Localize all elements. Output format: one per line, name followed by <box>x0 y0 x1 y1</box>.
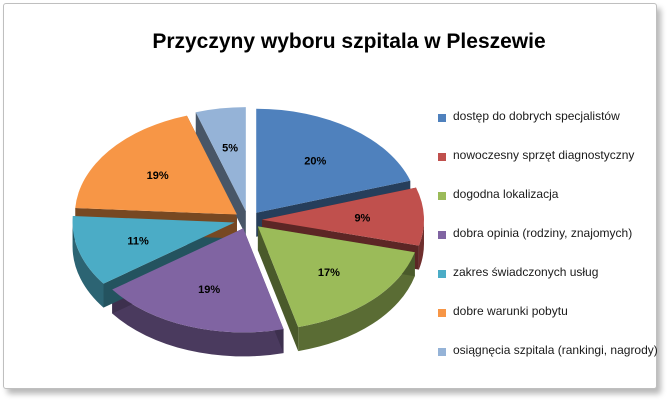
pie-slice <box>257 226 415 328</box>
pie-slice-side <box>418 219 424 270</box>
chart-frame: Przyczyny wyboru szpitala w Pleszewie 20… <box>3 3 658 389</box>
chart-legend: dostęp do dobrych specjalistów nowoczesny… <box>432 108 662 386</box>
legend-label: dobre warunki pobytu <box>453 304 568 318</box>
legend-label: nowoczesny sprzęt diagnostyczny <box>453 148 635 162</box>
pie-slice <box>72 215 235 284</box>
legend-swatch <box>438 231 446 239</box>
legend-swatch <box>438 309 446 317</box>
pie-slice <box>112 228 284 333</box>
legend-label: dostęp do dobrych specjalistów <box>453 109 620 123</box>
legend-swatch <box>438 114 446 122</box>
slice-data-label: 20% <box>304 156 326 168</box>
legend-swatch <box>438 270 446 278</box>
legend-swatch <box>438 348 446 356</box>
legend-item: dobra opinia (rodziny, znajomych) <box>432 225 662 264</box>
legend-label: osiągnęcia szpitala (rankingi, nagrody) <box>453 343 658 357</box>
pie-slice-side <box>298 252 415 352</box>
pie-slice-side <box>112 289 284 357</box>
legend-swatch <box>438 192 446 200</box>
legend-item: dobre warunki pobytu <box>432 303 662 342</box>
slice-data-label: 5% <box>222 143 238 155</box>
legend-item: zakres świadczonych usług <box>432 264 662 303</box>
pie-slice-edge <box>195 112 246 236</box>
slice-data-label: 11% <box>127 236 149 248</box>
pie-slice <box>261 187 424 246</box>
pie-slice <box>75 115 237 215</box>
legend-label: dobra opinia (rodziny, znajomych) <box>453 226 633 240</box>
legend-item: dogodna lokalizacja <box>432 186 662 225</box>
pie-chart: 20% 9% 17% 19% 11% 19% 5% <box>72 107 424 357</box>
pie-slice <box>256 108 411 213</box>
legend-item: dostęp do dobrych specjalistów <box>432 108 662 147</box>
legend-item: nowoczesny sprzęt diagnostyczny <box>432 147 662 186</box>
slice-data-label: 9% <box>354 213 370 225</box>
legend-swatch <box>438 153 446 161</box>
pie-slice <box>195 107 246 212</box>
legend-label: dogodna lokalizacja <box>453 187 559 201</box>
pie-slice-side <box>72 222 104 308</box>
slice-data-label: 17% <box>318 267 340 279</box>
pie-slice-edge <box>257 226 299 352</box>
chart-title: Przyczyny wyboru szpitala w Pleszewie <box>152 30 546 53</box>
slice-data-label: 19% <box>147 170 169 182</box>
legend-item: osiągnęcia szpitala (rankingi, nagrody) <box>432 342 662 386</box>
slice-data-label: 19% <box>198 284 220 296</box>
legend-label: zakres świadczonych usług <box>453 265 599 279</box>
